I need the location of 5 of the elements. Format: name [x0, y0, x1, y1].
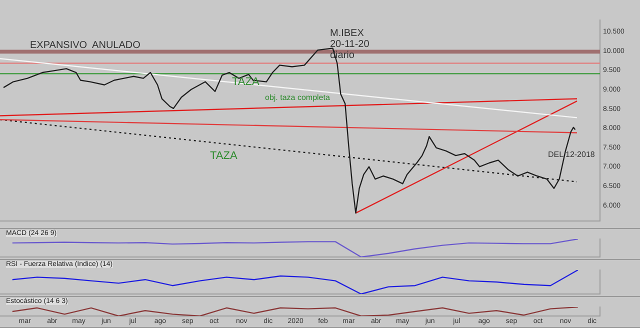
annotation: obj. taza completa [265, 93, 330, 102]
annotation: TAZA [232, 76, 260, 88]
annotation: DEL 12-2018 [548, 150, 595, 159]
annotation: EXPANSIVO ANULADO [30, 40, 140, 51]
annotation: TAZA [210, 150, 238, 162]
